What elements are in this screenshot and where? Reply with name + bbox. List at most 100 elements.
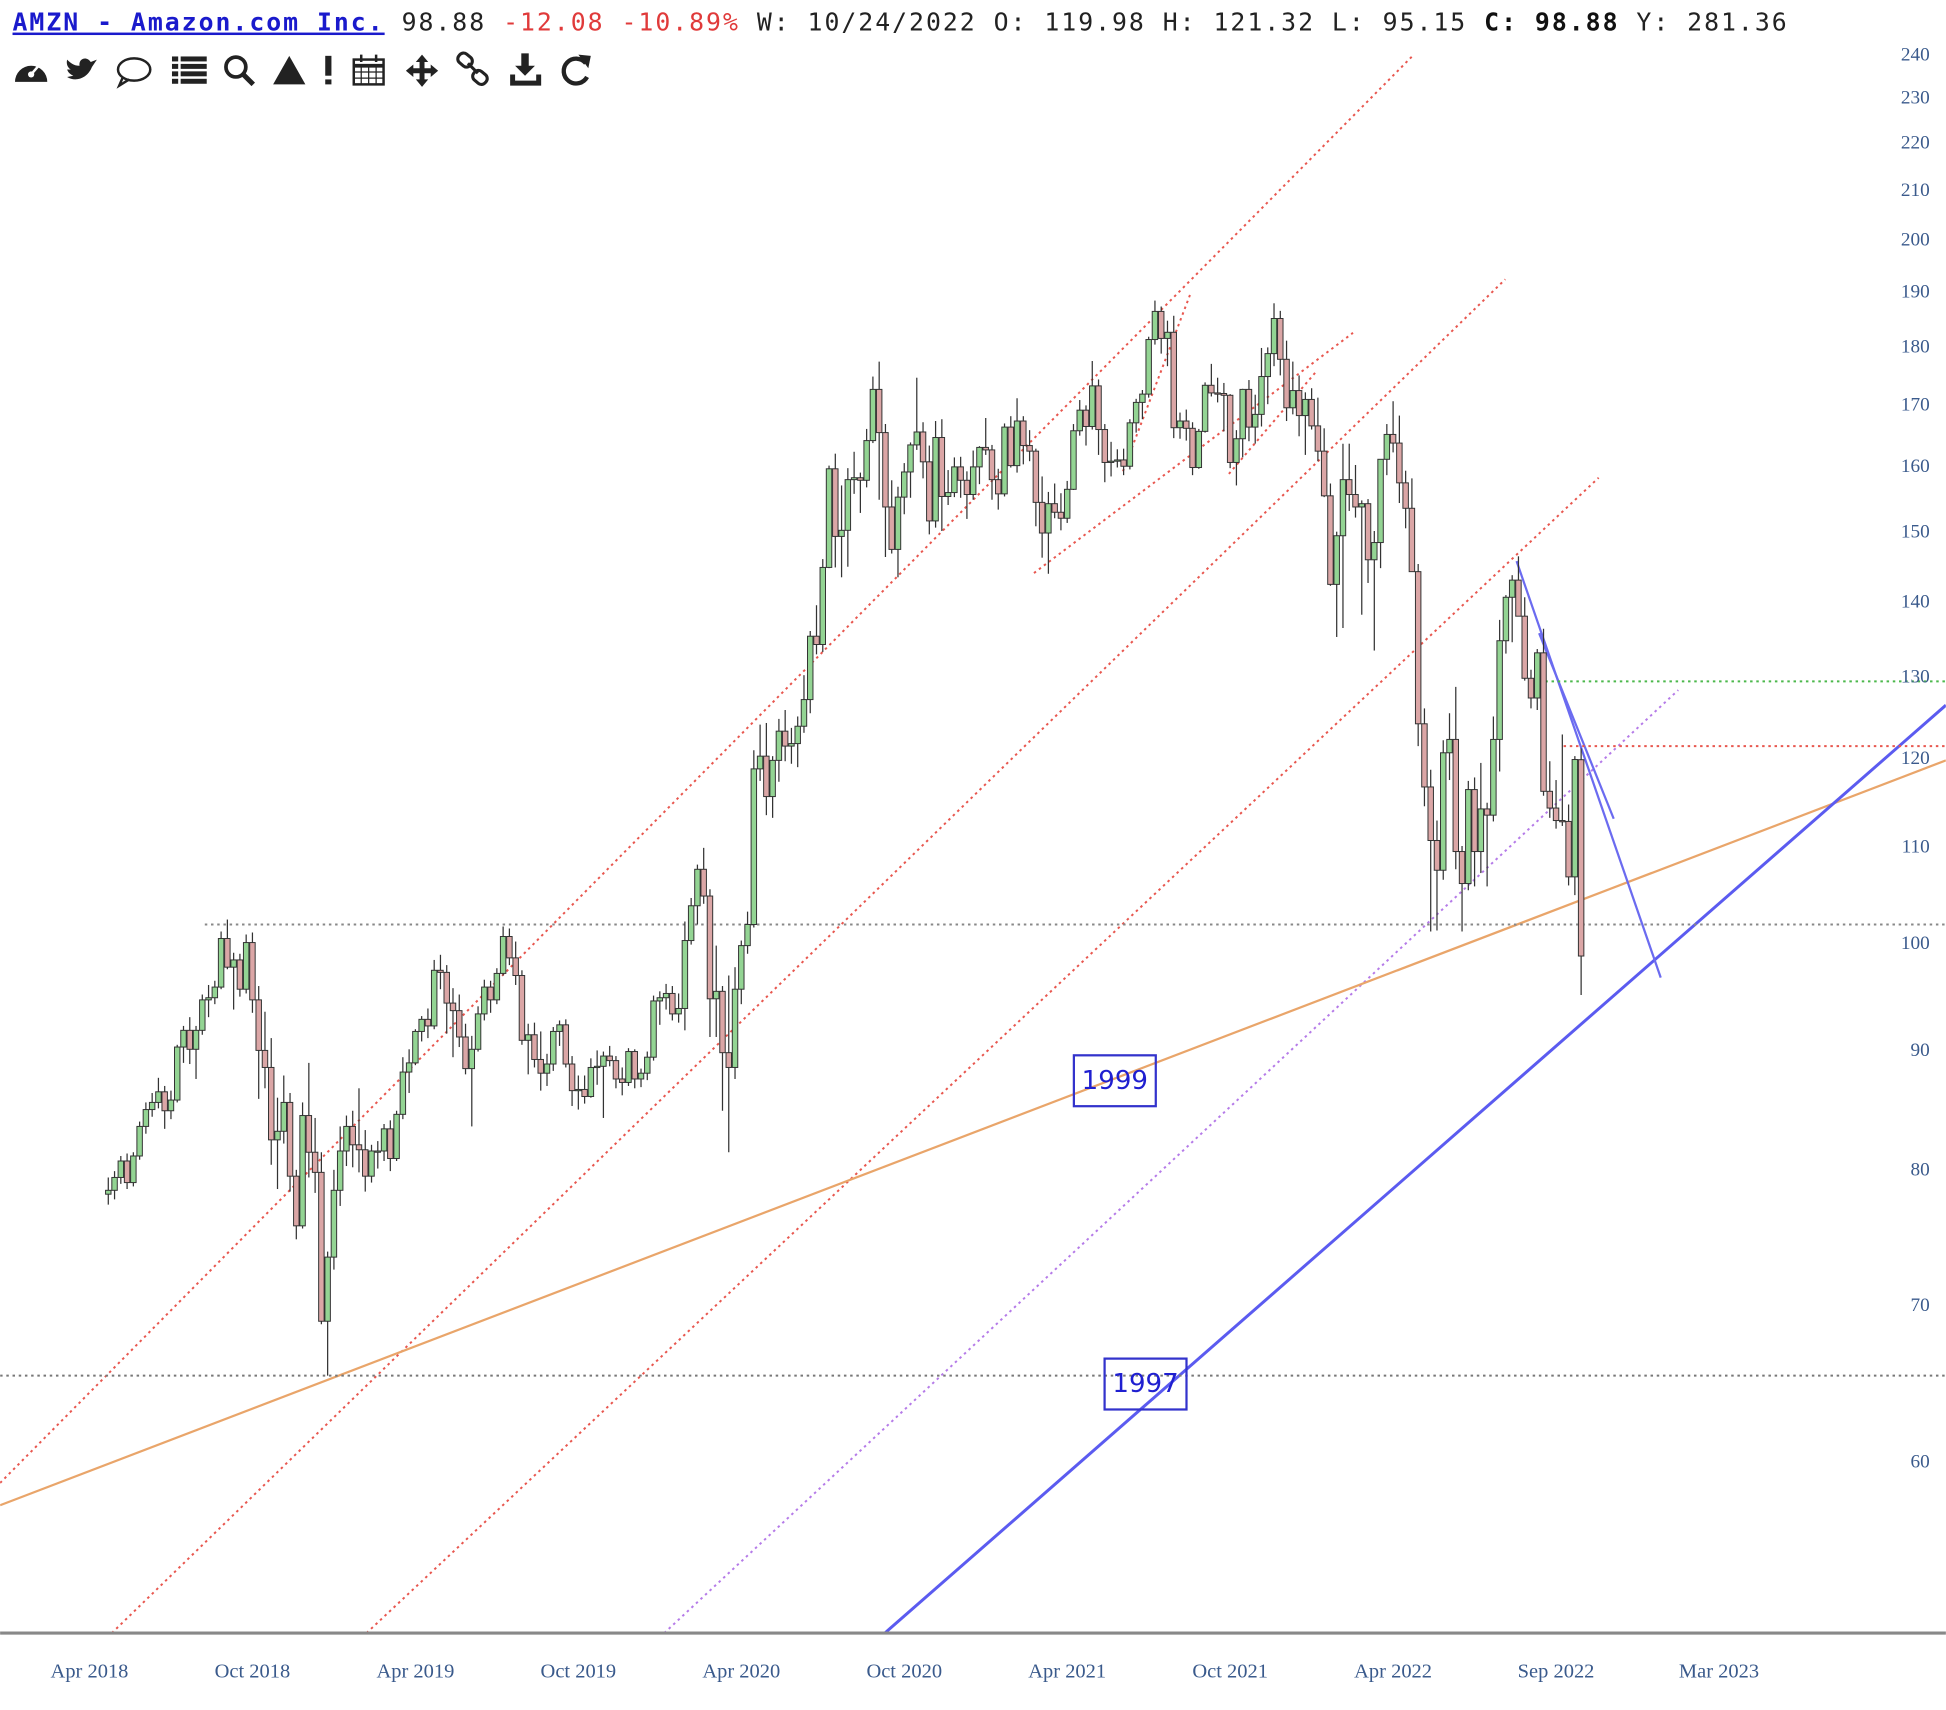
last-price: 98.88 bbox=[402, 8, 487, 37]
y-tick-label: 100 bbox=[1901, 933, 1930, 954]
candle-body bbox=[1320, 450, 1328, 497]
candle-body bbox=[637, 1072, 645, 1080]
x-tick-label: Oct 2018 bbox=[215, 1660, 291, 1682]
candle-body bbox=[1183, 420, 1190, 429]
candle-body bbox=[136, 1125, 143, 1157]
plot-area: 1999 1997 bbox=[0, 55, 1946, 1634]
search-icon[interactable] bbox=[224, 55, 256, 87]
candle-body bbox=[1120, 459, 1127, 467]
header: AMZN - Amazon.com Inc. 98.88 -12.08 -10.… bbox=[13, 8, 1789, 37]
candle-body bbox=[1452, 738, 1460, 853]
candle-body bbox=[1057, 511, 1065, 519]
candle-body bbox=[1045, 503, 1052, 534]
candle-body bbox=[1377, 458, 1384, 544]
price-change: -12.08 bbox=[503, 8, 605, 37]
candle-body bbox=[700, 868, 707, 897]
candle-body bbox=[731, 988, 739, 1068]
annotation-label: 1999 bbox=[1082, 1066, 1148, 1096]
candle-body bbox=[1214, 392, 1221, 395]
candle-body bbox=[1208, 384, 1215, 394]
refresh-icon[interactable] bbox=[561, 54, 591, 86]
candle-body bbox=[1089, 385, 1096, 427]
calendar-icon[interactable] bbox=[352, 54, 385, 86]
list-icon[interactable] bbox=[171, 56, 207, 84]
candle-body bbox=[1515, 579, 1522, 617]
candle-body bbox=[111, 1176, 118, 1191]
candle-body bbox=[1051, 503, 1058, 513]
candle-body bbox=[1552, 807, 1560, 822]
alert-icon[interactable] bbox=[273, 55, 306, 85]
candle-body bbox=[1076, 409, 1083, 432]
dashboard-icon[interactable] bbox=[15, 64, 48, 82]
candle-body bbox=[901, 471, 908, 498]
candle-body bbox=[763, 755, 770, 798]
candle-body bbox=[694, 868, 701, 907]
candle-body bbox=[1333, 535, 1340, 585]
candle-body bbox=[1521, 615, 1528, 679]
candle-body bbox=[1013, 420, 1021, 467]
y-tick-label: 130 bbox=[1901, 667, 1930, 688]
candle-body bbox=[957, 466, 964, 481]
candle-body bbox=[819, 566, 826, 645]
candle-body bbox=[299, 1115, 306, 1227]
candle-body bbox=[537, 1058, 544, 1074]
candle-body bbox=[1132, 401, 1140, 424]
candle-body bbox=[155, 1091, 162, 1103]
x-tick-label: Oct 2019 bbox=[541, 1660, 617, 1682]
candle-body bbox=[318, 1171, 325, 1322]
candle-body bbox=[1540, 652, 1547, 792]
candle-body bbox=[1258, 376, 1265, 415]
move-icon[interactable] bbox=[405, 54, 439, 87]
candle-body bbox=[1233, 438, 1240, 463]
x-tick-label: Oct 2020 bbox=[866, 1660, 942, 1682]
annotation-box bbox=[1103, 1357, 1188, 1411]
candle-body bbox=[456, 1010, 463, 1038]
candle-body bbox=[581, 1088, 588, 1098]
candle-body bbox=[1145, 339, 1152, 395]
candle-body bbox=[1477, 808, 1485, 853]
candle-body bbox=[1164, 331, 1171, 339]
candle-body bbox=[794, 725, 801, 745]
candle-body bbox=[781, 730, 789, 747]
twitter-icon[interactable] bbox=[66, 58, 97, 80]
candle-body bbox=[1358, 503, 1365, 508]
candle-body bbox=[869, 388, 877, 442]
candle-body bbox=[286, 1101, 294, 1177]
candle-body bbox=[606, 1055, 613, 1062]
candle-body bbox=[1534, 652, 1541, 699]
candle-body bbox=[706, 895, 714, 1000]
comment-icon[interactable] bbox=[116, 57, 152, 89]
download-icon[interactable] bbox=[510, 53, 542, 86]
candle-body bbox=[675, 1007, 682, 1015]
y-tick-label: 180 bbox=[1901, 336, 1930, 357]
trend-line bbox=[883, 704, 1946, 1634]
candle-body bbox=[105, 1189, 112, 1195]
toolbar bbox=[15, 51, 591, 89]
candle-body bbox=[343, 1125, 350, 1152]
link-icon[interactable] bbox=[456, 51, 489, 87]
symbol-link[interactable]: AMZN - Amazon.com Inc. bbox=[13, 8, 385, 37]
candle-body bbox=[1508, 579, 1516, 598]
candle-body bbox=[330, 1189, 338, 1258]
candle-body bbox=[1264, 353, 1271, 378]
close-label: C: bbox=[1484, 8, 1518, 37]
candle-body bbox=[982, 446, 989, 451]
candle-body bbox=[1101, 429, 1109, 463]
candle-body bbox=[913, 431, 921, 446]
close-value: 98.88 bbox=[1535, 8, 1620, 37]
y-tick-label: 160 bbox=[1901, 456, 1930, 477]
candle-body bbox=[387, 1128, 394, 1159]
warning-icon[interactable] bbox=[325, 55, 332, 85]
candle-body bbox=[1327, 495, 1334, 585]
candle-body bbox=[430, 969, 438, 1027]
candle-body bbox=[951, 466, 958, 494]
candle-body bbox=[1352, 494, 1359, 508]
candle-body bbox=[374, 1150, 382, 1153]
trend-line bbox=[1515, 560, 1662, 978]
candle-body bbox=[932, 437, 939, 522]
candle-body bbox=[963, 479, 971, 496]
candle-body bbox=[1001, 426, 1008, 495]
candle-body bbox=[813, 635, 820, 645]
candle-body bbox=[130, 1155, 137, 1184]
prior-value: Y: 281.36 bbox=[1636, 8, 1788, 37]
